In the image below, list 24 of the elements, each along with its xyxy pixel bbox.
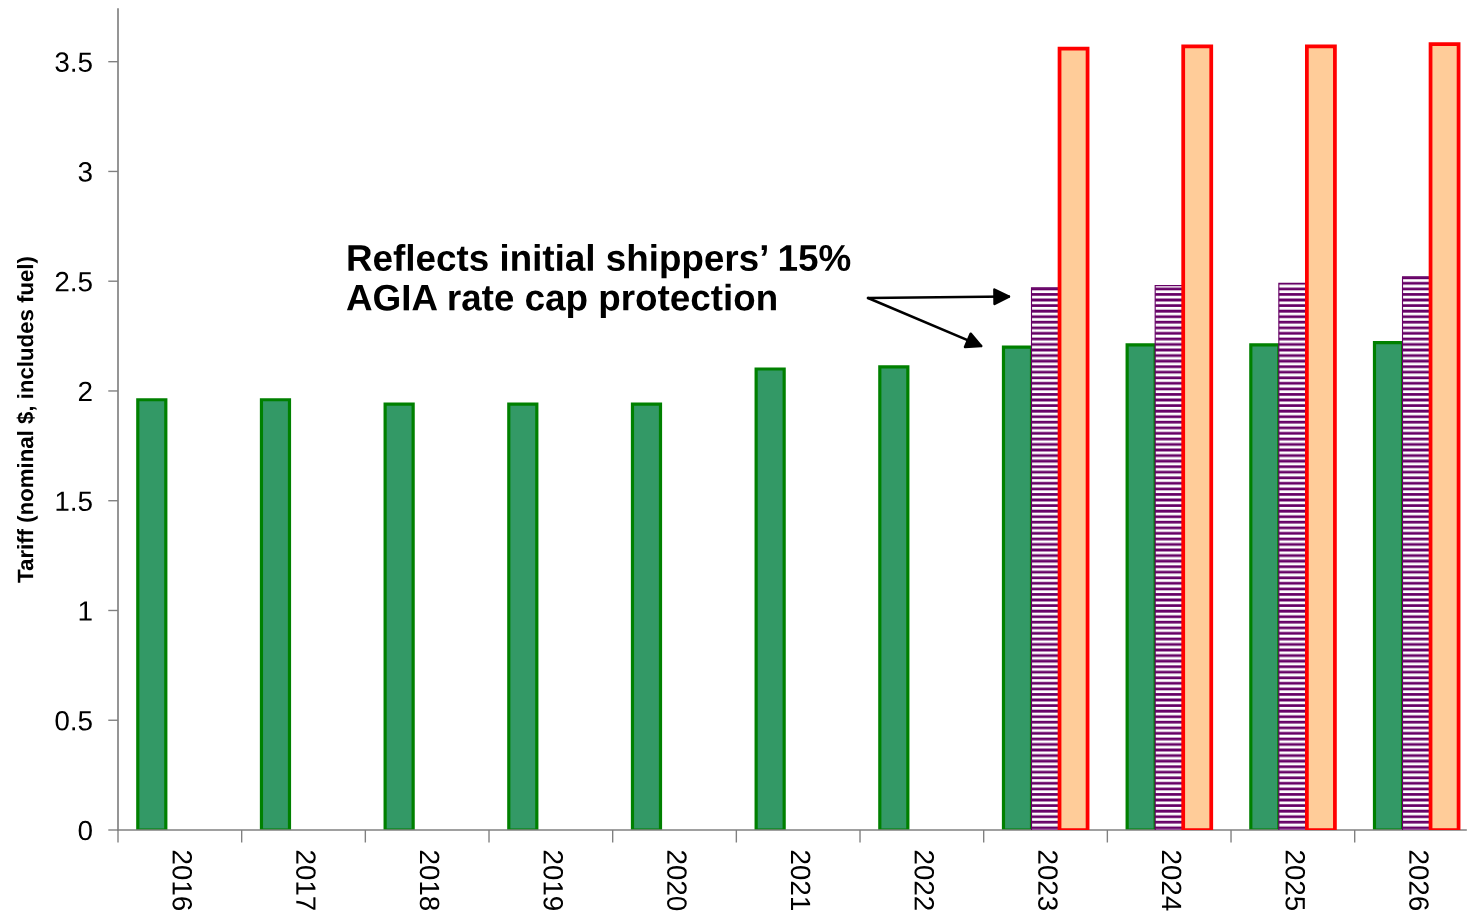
annotation: Reflects initial shippers’ 15% AGIA rate cap protection [346, 244, 851, 318]
y-tick-label: 2 [78, 381, 92, 402]
x-tick-label: 2018 [419, 850, 440, 911]
y-axis-title: Tariff (nominal $, includes fuel) [16, 257, 38, 583]
x-tick-label: 2021 [790, 850, 811, 910]
y-tick-label: 0 [78, 820, 92, 841]
x-tick-label: 2024 [1161, 850, 1182, 911]
x-tick-label: 2022 [914, 850, 935, 910]
x-tick-label: 2020 [667, 850, 687, 911]
y-tick-label: 3.5 [55, 52, 92, 73]
x-tick-label: 2017 [296, 850, 316, 910]
y-tick-label: 2.5 [55, 271, 92, 292]
bar [1030, 287, 1061, 830]
y-tick-label: 3 [78, 162, 92, 182]
y-tick-label: 1 [79, 601, 92, 621]
x-tick-label: 2023 [1038, 850, 1058, 911]
y-tick-label: 1.5 [56, 491, 92, 512]
x-tick-label: 2025 [1285, 850, 1306, 911]
x-tick-label: 2016 [172, 850, 193, 911]
bar [1278, 282, 1308, 830]
x-tick-label: 2026 [1409, 850, 1429, 911]
y-tick-label: 0.5 [55, 710, 92, 731]
x-tick-label: 2019 [543, 850, 564, 910]
bar [1401, 276, 1432, 830]
